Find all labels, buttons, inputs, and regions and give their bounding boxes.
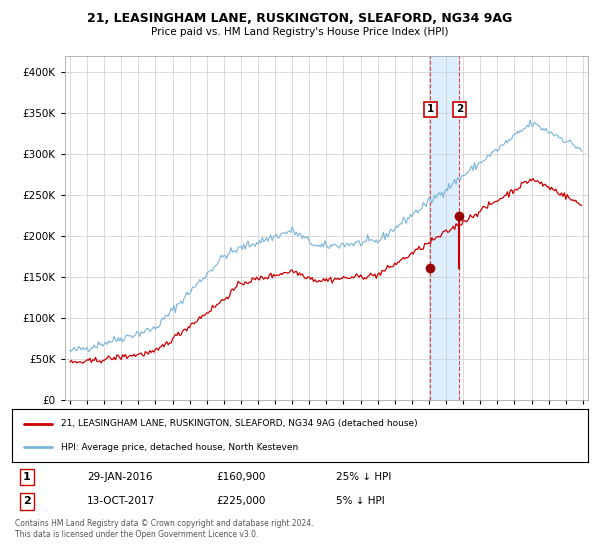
Text: £225,000: £225,000 [216,496,265,506]
Text: 1: 1 [427,104,434,114]
Text: Contains HM Land Registry data © Crown copyright and database right 2024.
This d: Contains HM Land Registry data © Crown c… [15,520,314,539]
Text: HPI: Average price, detached house, North Kesteven: HPI: Average price, detached house, Nort… [61,442,298,451]
Text: 1: 1 [23,472,31,482]
Text: £160,900: £160,900 [216,472,265,482]
Text: 25% ↓ HPI: 25% ↓ HPI [336,472,391,482]
Text: 29-JAN-2016: 29-JAN-2016 [87,472,152,482]
Bar [430,56,460,400]
Text: 21, LEASINGHAM LANE, RUSKINGTON, SLEAFORD, NG34 9AG (detached house): 21, LEASINGHAM LANE, RUSKINGTON, SLEAFOR… [61,419,418,428]
Text: 2: 2 [456,104,463,114]
Text: 21, LEASINGHAM LANE, RUSKINGTON, SLEAFORD, NG34 9AG: 21, LEASINGHAM LANE, RUSKINGTON, SLEAFOR… [88,12,512,25]
Text: Price paid vs. HM Land Registry's House Price Index (HPI): Price paid vs. HM Land Registry's House … [151,27,449,37]
Text: 2: 2 [23,496,31,506]
Text: 5% ↓ HPI: 5% ↓ HPI [336,496,385,506]
Text: 13-OCT-2017: 13-OCT-2017 [87,496,155,506]
